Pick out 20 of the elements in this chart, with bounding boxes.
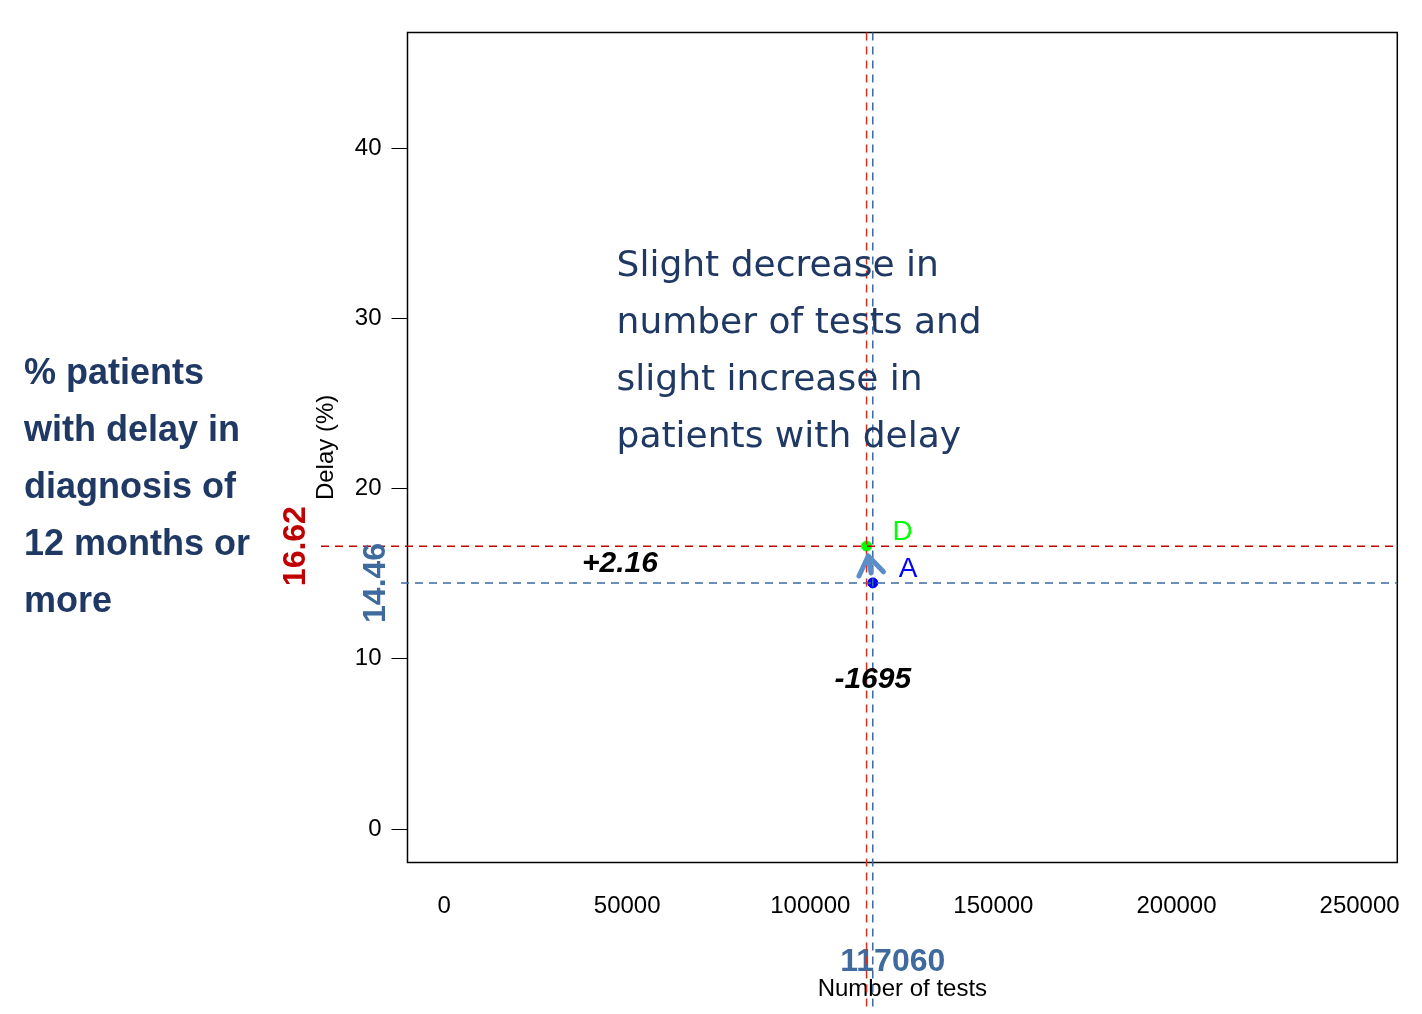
annotation: Slight decrease in number of tests and slight increase in patients with delay xyxy=(616,243,982,455)
y-tick-label: 20 xyxy=(354,473,382,501)
y-axis-title: Delay (%) xyxy=(311,394,339,501)
x-tick-label: 50000 xyxy=(593,891,661,919)
x-tick-label: 100000 xyxy=(770,891,851,919)
x-tick-label: 0 xyxy=(437,891,451,919)
ref-line-label: 16.62 xyxy=(275,506,312,587)
x-tick-label: 150000 xyxy=(953,891,1034,919)
x-tick-label: 250000 xyxy=(1319,891,1400,919)
y-tick-label: 30 xyxy=(354,303,382,330)
text: % patients with delay in diagnosis of 12 months or more xyxy=(23,351,251,620)
x-tick-label: 200000 xyxy=(1136,891,1217,919)
annotation: +2.16 xyxy=(581,544,659,578)
series-label: A xyxy=(898,551,918,583)
y-tick-label: 0 xyxy=(368,813,382,841)
series-label: D xyxy=(892,514,913,546)
y-tick-label: 40 xyxy=(354,132,382,160)
y-tick-label: 10 xyxy=(354,643,382,671)
annotation: -1695 xyxy=(834,660,913,694)
ref-line-label: 14.46 xyxy=(355,542,392,623)
